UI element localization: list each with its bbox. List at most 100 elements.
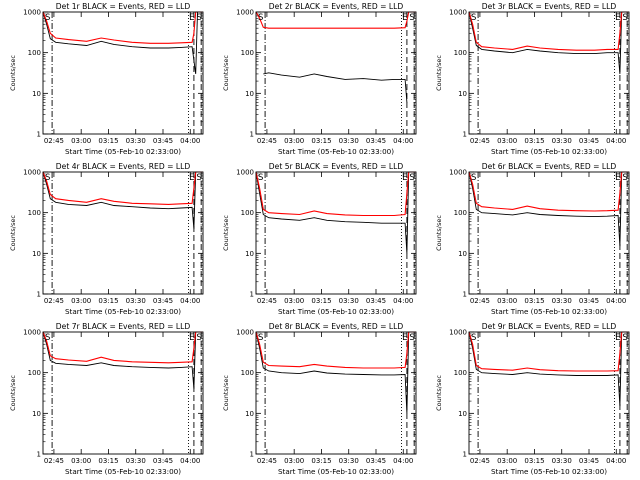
y-tick-label: 1000 <box>236 9 254 17</box>
x-tick-label: 02:45 <box>44 457 64 465</box>
y-tick-label: 1000 <box>23 169 41 177</box>
x-tick-label: 03:45 <box>579 297 599 305</box>
y-tick-label: 10 <box>245 90 254 98</box>
x-tick-label: 04:00 <box>180 297 200 305</box>
x-axis-label: Start Time (05-Feb-10 02:33:00) <box>491 307 607 316</box>
x-tick-label: 03:15 <box>311 297 331 305</box>
panel-title: Det 3r BLACK = Events, RED = LLD <box>482 2 617 11</box>
x-tick-label: 03:45 <box>579 137 599 145</box>
plot-frame <box>468 331 630 455</box>
lld-series-line <box>255 11 416 29</box>
y-tick-label: 10 <box>32 90 41 98</box>
y-tick-label: 100 <box>454 49 467 57</box>
panel-title: Det 8r BLACK = Events, RED = LLD <box>269 322 404 331</box>
detector-panel-9: Det 9r BLACK = Events, RED = LLD Counts/s… <box>435 322 630 476</box>
x-tick-label: 03:45 <box>366 457 386 465</box>
x-tick-label: 03:30 <box>552 457 572 465</box>
y-tick-label: 1 <box>463 131 467 139</box>
detector-panel-6: Det 6r BLACK = Events, RED = LLD Counts/s… <box>435 162 630 316</box>
x-tick-label: 03:15 <box>98 457 118 465</box>
plot-frame <box>255 171 417 295</box>
x-tick-label: 04:00 <box>606 297 626 305</box>
x-axis-label: Start Time (05-Feb-10 02:33:00) <box>491 147 607 156</box>
x-tick-label: 03:45 <box>366 297 386 305</box>
y-tick-label: 10 <box>245 410 254 418</box>
y-tick-label: 1 <box>463 451 467 459</box>
x-axis-label: Start Time (05-Feb-10 02:33:00) <box>278 307 394 316</box>
x-axis-label: Start Time (05-Feb-10 02:33:00) <box>65 467 181 476</box>
y-axis-label: Counts/sec <box>9 375 17 411</box>
end-marker-label: E <box>615 333 620 343</box>
detector-panel-7: Det 7r BLACK = Events, RED = LLD Counts/s… <box>9 322 204 476</box>
start-marker-label: S <box>258 13 263 23</box>
start-marker-label: S <box>45 333 50 343</box>
start-marker-label: S <box>409 333 414 343</box>
y-tick-label: 1000 <box>449 9 467 17</box>
y-axis-label: Counts/sec <box>435 215 443 251</box>
x-tick-label: 03:15 <box>524 297 544 305</box>
y-tick-label: 10 <box>32 250 41 258</box>
plot-frame <box>468 171 630 295</box>
panel-title: Det 1r BLACK = Events, RED = LLD <box>56 2 191 11</box>
y-tick-label: 100 <box>241 209 254 217</box>
start-marker-label: S <box>196 333 201 343</box>
start-marker-label: S <box>45 13 50 23</box>
panel-title: Det 9r BLACK = Events, RED = LLD <box>482 322 617 331</box>
y-tick-label: 10 <box>32 410 41 418</box>
x-tick-label: 03:30 <box>339 297 359 305</box>
x-axis-label: Start Time (05-Feb-10 02:33:00) <box>65 147 181 156</box>
start-marker-label: S <box>409 13 414 23</box>
end-marker-label: E <box>615 173 620 183</box>
x-tick-label: 03:15 <box>98 137 118 145</box>
lld-series-line <box>468 331 629 372</box>
y-tick-label: 100 <box>28 209 41 217</box>
y-axis-label: Counts/sec <box>9 215 17 251</box>
y-tick-label: 1 <box>37 131 41 139</box>
x-tick-label: 03:45 <box>153 457 173 465</box>
detector-panel-3: Det 3r BLACK = Events, RED = LLD Counts/s… <box>435 2 630 156</box>
y-tick-label: 1 <box>37 451 41 459</box>
x-tick-label: 04:00 <box>180 137 200 145</box>
panel-title: Det 6r BLACK = Events, RED = LLD <box>482 162 617 171</box>
x-tick-label: 03:15 <box>524 137 544 145</box>
events-series-line <box>42 11 203 74</box>
y-tick-label: 100 <box>454 209 467 217</box>
start-marker-label: S <box>258 333 263 343</box>
y-axis-label: Counts/sec <box>435 375 443 411</box>
start-marker-label: S <box>622 173 627 183</box>
lld-series-line <box>42 11 203 44</box>
x-tick-label: 02:45 <box>257 457 277 465</box>
plot-frame <box>255 11 417 135</box>
events-series-line <box>42 171 203 229</box>
x-tick-label: 02:45 <box>470 137 490 145</box>
events-series-line <box>468 331 629 407</box>
x-tick-label: 03:00 <box>284 137 304 145</box>
x-tick-label: 03:45 <box>153 297 173 305</box>
detector-panel-4: Det 4r BLACK = Events, RED = LLD Counts/s… <box>9 162 204 316</box>
plot-frame <box>42 11 204 135</box>
panel-title: Det 4r BLACK = Events, RED = LLD <box>56 162 191 171</box>
x-tick-label: 03:30 <box>339 457 359 465</box>
x-tick-label: 03:15 <box>311 457 331 465</box>
y-axis-label: Counts/sec <box>222 215 230 251</box>
end-marker-label: E <box>402 173 407 183</box>
panel-title: Det 2r BLACK = Events, RED = LLD <box>269 2 404 11</box>
x-tick-label: 03:00 <box>71 137 91 145</box>
y-tick-label: 10 <box>458 90 467 98</box>
x-tick-label: 04:00 <box>393 137 413 145</box>
y-tick-label: 1000 <box>236 169 254 177</box>
x-tick-label: 03:30 <box>552 137 572 145</box>
x-tick-label: 03:45 <box>153 137 173 145</box>
end-marker-label: E <box>189 333 194 343</box>
x-tick-label: 03:00 <box>284 457 304 465</box>
y-tick-label: 10 <box>245 250 254 258</box>
y-axis-label: Counts/sec <box>222 375 230 411</box>
start-marker-label: S <box>471 13 476 23</box>
y-tick-label: 1000 <box>236 329 254 337</box>
x-tick-label: 03:00 <box>71 457 91 465</box>
y-tick-label: 100 <box>241 49 254 57</box>
y-tick-label: 1000 <box>449 329 467 337</box>
x-tick-label: 03:30 <box>126 137 146 145</box>
x-axis-label: Start Time (05-Feb-10 02:33:00) <box>491 467 607 476</box>
events-series-line <box>263 72 408 103</box>
